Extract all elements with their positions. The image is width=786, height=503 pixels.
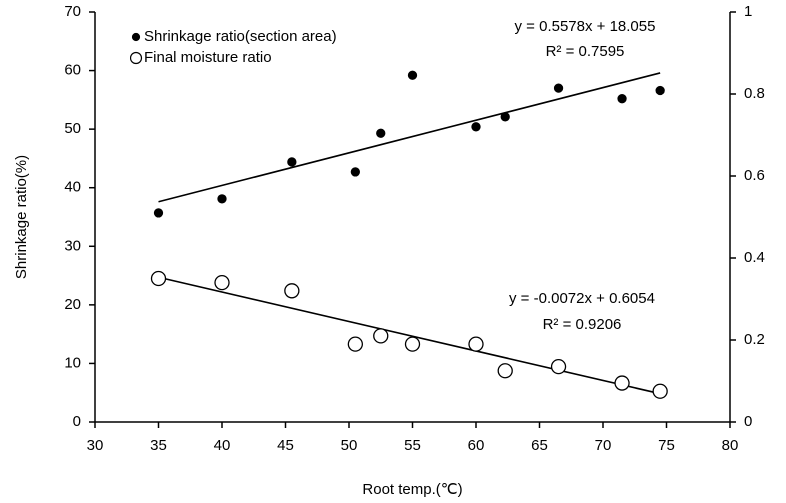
- legend-marker: [130, 51, 143, 65]
- data-point: [404, 336, 421, 352]
- y-axis-label: Shrinkage ratio(%): [13, 155, 30, 279]
- data-point: [407, 70, 418, 80]
- y2-tick-label: 0.6: [744, 167, 765, 184]
- data-point: [214, 274, 230, 291]
- x-tick-label: 70: [595, 437, 612, 454]
- legend-label: Shrinkage ratio(section area): [144, 28, 337, 45]
- trend-equation: y = -0.0072x + 0.6054: [509, 290, 655, 307]
- x-tick-label: 45: [277, 437, 294, 454]
- data-point: [347, 336, 364, 352]
- x-tick-label: 80: [722, 437, 739, 454]
- y-tick-label: 60: [64, 62, 81, 79]
- legend-item: Final moisture ratio: [130, 49, 380, 67]
- data-point: [655, 85, 665, 96]
- legend-symbol: [130, 51, 143, 65]
- data-point: [497, 363, 513, 379]
- trend-r2: R² = 0.9206: [543, 316, 622, 333]
- data-point: [284, 283, 300, 299]
- data-point: [376, 128, 386, 138]
- y2-tick-label: 0.8: [744, 85, 765, 102]
- x-axis-label: Root temp.(℃): [362, 481, 462, 498]
- legend-item: Shrinkage ratio(section area): [130, 28, 380, 46]
- legend-marker: [131, 32, 141, 42]
- y2-tick-label: 1: [744, 3, 752, 20]
- data-point: [500, 112, 510, 122]
- trendline: [158, 72, 661, 203]
- data-point: [553, 83, 564, 93]
- x-tick-label: 40: [214, 437, 231, 454]
- data-point: [217, 194, 227, 204]
- x-tick-label: 55: [404, 437, 421, 454]
- data-point: [652, 383, 668, 399]
- y-tick-label: 20: [64, 296, 81, 313]
- data-point: [468, 336, 484, 352]
- data-point: [617, 94, 627, 104]
- y-tick-label: 10: [64, 354, 81, 371]
- trendline: [158, 276, 661, 395]
- y2-tick-label: 0.4: [744, 249, 765, 266]
- legend-symbol: [131, 32, 141, 42]
- trend-r2: R² = 0.7595: [546, 43, 625, 60]
- y-tick-label: 50: [64, 120, 81, 137]
- y-tick-label: 40: [64, 179, 81, 196]
- data-point: [150, 270, 167, 287]
- x-tick-label: 65: [531, 437, 548, 454]
- y-tick-label: 0: [73, 413, 81, 430]
- x-tick-label: 35: [150, 437, 167, 454]
- legend-label: Final moisture ratio: [144, 49, 272, 66]
- data-point: [471, 122, 481, 132]
- x-tick-label: 30: [87, 437, 104, 454]
- trend-equation: y = 0.5578x + 18.055: [515, 18, 656, 35]
- y2-tick-label: 0: [744, 413, 752, 430]
- x-tick-label: 50: [341, 437, 358, 454]
- y-tick-label: 30: [64, 237, 81, 254]
- legend: Shrinkage ratio(section area) Final moist…: [130, 28, 380, 70]
- y2-tick-label: 0.2: [744, 331, 765, 348]
- data-point: [614, 375, 630, 391]
- data-point: [287, 157, 297, 167]
- data-point: [550, 358, 567, 375]
- x-tick-label: 60: [468, 437, 485, 454]
- y-tick-label: 70: [64, 3, 81, 20]
- data-point: [153, 208, 164, 218]
- x-tick-label: 75: [658, 437, 675, 454]
- data-point: [373, 328, 389, 344]
- data-point: [350, 167, 361, 177]
